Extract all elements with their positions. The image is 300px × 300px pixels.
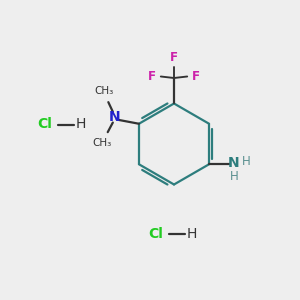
Text: F: F xyxy=(148,70,156,83)
Text: N: N xyxy=(228,156,240,170)
Text: H: H xyxy=(186,227,197,241)
Text: N: N xyxy=(109,110,120,124)
Text: F: F xyxy=(192,70,200,83)
Text: H: H xyxy=(75,118,85,131)
Text: Cl: Cl xyxy=(148,227,164,241)
Text: H: H xyxy=(230,170,238,183)
Text: F: F xyxy=(170,51,178,64)
Text: CH₃: CH₃ xyxy=(93,138,112,148)
Text: Cl: Cl xyxy=(38,118,52,131)
Text: CH₃: CH₃ xyxy=(94,86,113,96)
Text: H: H xyxy=(242,155,251,168)
